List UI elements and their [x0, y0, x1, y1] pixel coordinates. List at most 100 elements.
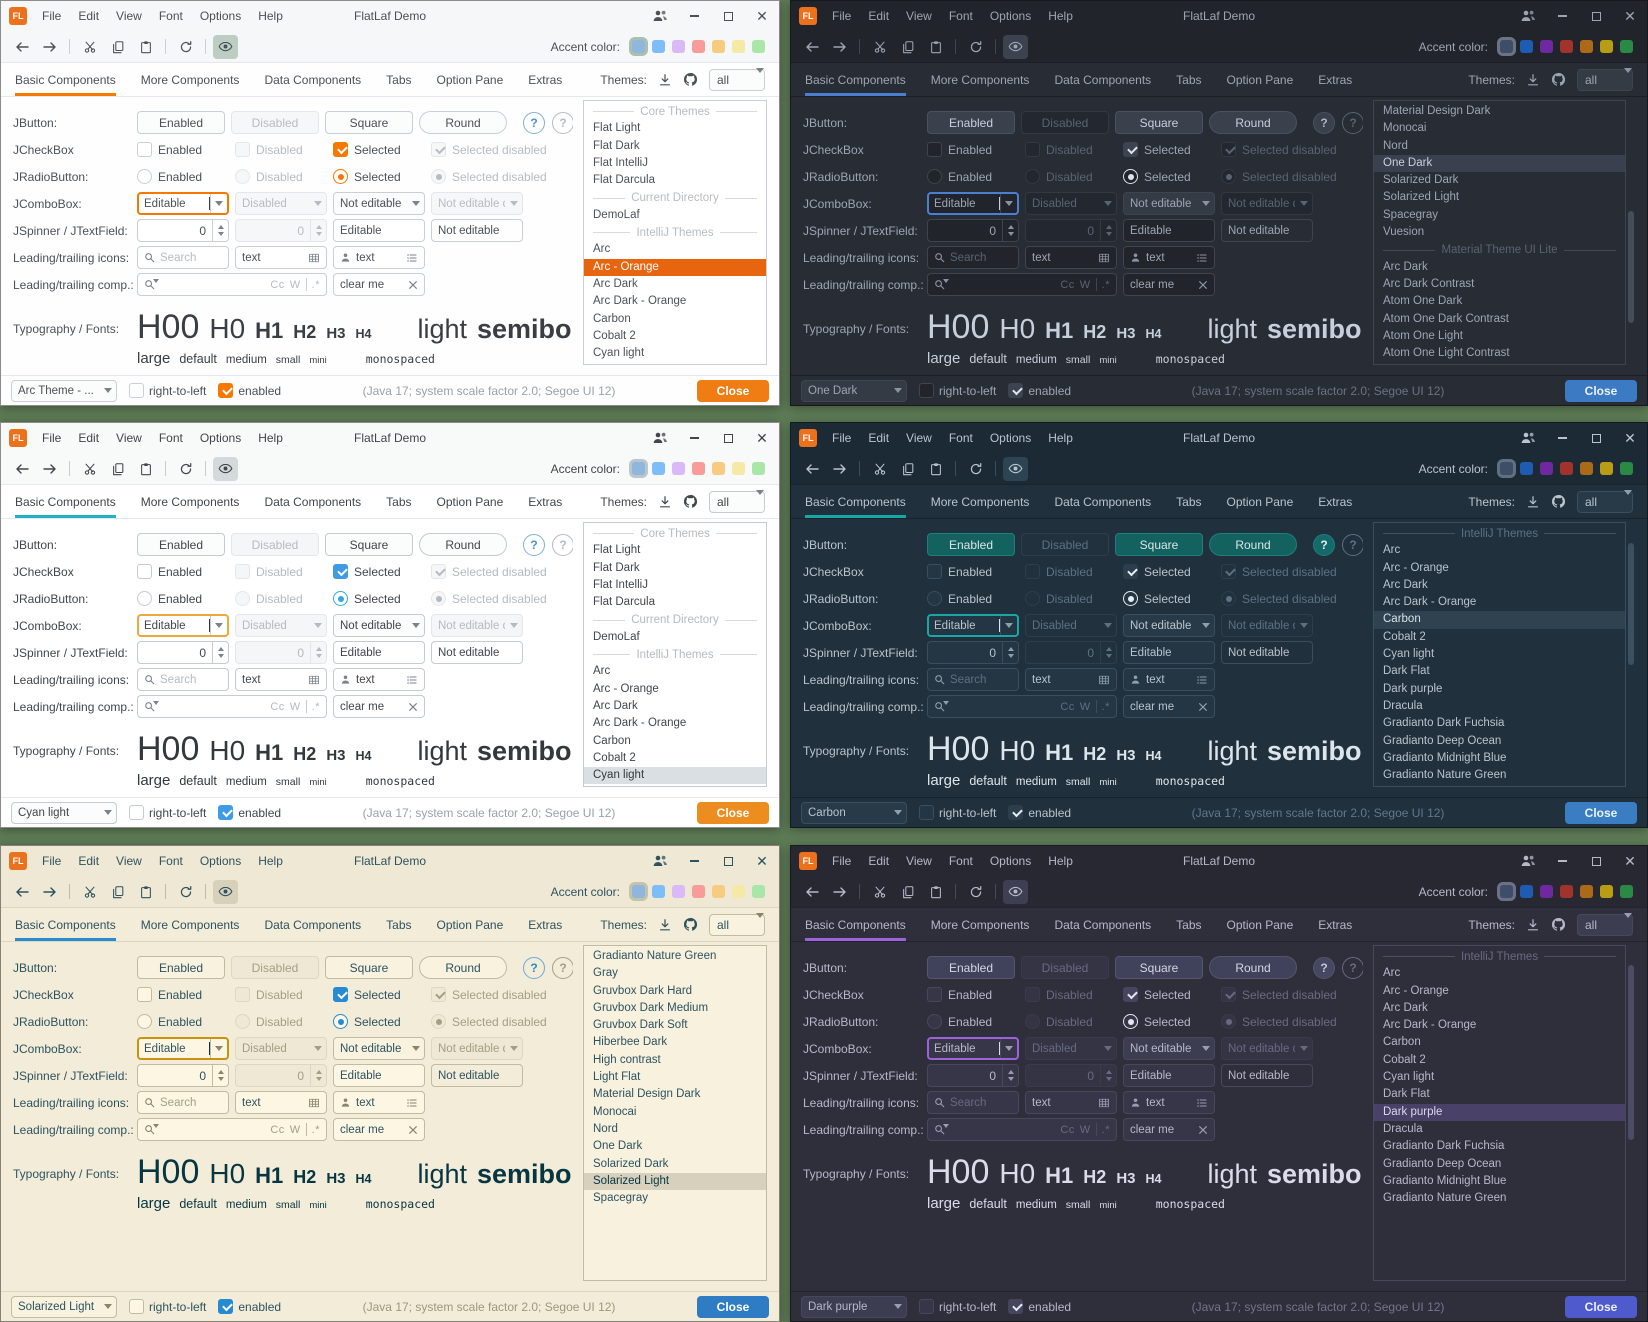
- menu-font[interactable]: Font: [948, 854, 973, 868]
- paste-icon[interactable]: [923, 457, 948, 481]
- theme-list-item[interactable]: Cyan light: [1383, 1071, 1435, 1084]
- cut-icon[interactable]: [867, 457, 892, 481]
- menu-view[interactable]: View: [116, 431, 142, 445]
- search-dropdown-icon[interactable]: [934, 1124, 949, 1135]
- theme-list-item[interactable]: Carbon: [593, 734, 631, 747]
- spinner[interactable]: 0: [927, 641, 1019, 664]
- theme-list-item[interactable]: Monocai: [593, 1105, 637, 1118]
- search-dropdown-icon[interactable]: [934, 701, 949, 712]
- theme-list-item[interactable]: Solarized Light: [1383, 191, 1460, 204]
- spinner[interactable]: 0: [927, 1064, 1019, 1087]
- tab-more-components[interactable]: More Components: [930, 72, 1030, 87]
- theme-list-item[interactable]: Dark purple: [1374, 1103, 1625, 1121]
- accent-swatch[interactable]: [1500, 885, 1513, 898]
- text-field-table-icon[interactable]: text: [1025, 1091, 1117, 1114]
- right-to-left-checkbox[interactable]: right-to-left: [129, 805, 206, 820]
- accent-swatch[interactable]: [1540, 40, 1553, 53]
- accent-swatch[interactable]: [732, 885, 745, 898]
- theme-list-item[interactable]: Gradianto Midnight Blue: [1383, 751, 1507, 764]
- search-field-with-buttons[interactable]: Cc W .*: [927, 1118, 1117, 1141]
- accent-swatch[interactable]: [712, 40, 725, 53]
- scrollbar-thumb[interactable]: [1628, 965, 1634, 1140]
- copy-icon[interactable]: [105, 880, 130, 904]
- help-button-secondary[interactable]: ?: [552, 533, 573, 556]
- theme-filter-select[interactable]: all: [709, 489, 765, 513]
- accent-swatch[interactable]: [752, 40, 765, 53]
- enabled-button[interactable]: Enabled: [137, 111, 225, 134]
- theme-list-item[interactable]: Gruvbox Dark Medium: [593, 1001, 709, 1014]
- close-button[interactable]: Close: [1565, 801, 1637, 824]
- text-field-user-list-icons[interactable]: text: [333, 1091, 425, 1114]
- tab-option-pane[interactable]: Option Pane: [436, 494, 504, 509]
- text-field-user-list-icons[interactable]: text: [333, 668, 425, 691]
- theme-list-item[interactable]: Arc Dark Contrast: [1383, 277, 1475, 290]
- text-field-table-icon[interactable]: text: [1025, 668, 1117, 691]
- forward-button[interactable]: [827, 880, 852, 904]
- forward-button[interactable]: [37, 35, 62, 59]
- search-field-with-buttons[interactable]: Cc W .*: [927, 695, 1117, 718]
- search-field-with-buttons[interactable]: Cc W .*: [137, 695, 327, 718]
- theme-list-item[interactable]: Arc Dark - Orange: [1383, 596, 1477, 609]
- radio-selected[interactable]: [1123, 591, 1138, 606]
- theme-list-item[interactable]: Gradianto Dark Fuchsia: [1383, 1140, 1505, 1153]
- menu-font[interactable]: Font: [158, 9, 183, 23]
- theme-list-item[interactable]: Material Design Dark: [593, 1088, 701, 1101]
- checkbox-enabled[interactable]: [137, 564, 152, 579]
- theme-list-item[interactable]: Cobalt 2: [1383, 630, 1426, 643]
- textfield-editable[interactable]: Editable: [333, 219, 425, 242]
- theme-list-item[interactable]: Flat Light: [593, 544, 641, 557]
- forward-button[interactable]: [827, 35, 852, 59]
- text-field-user-list-icons[interactable]: text: [333, 246, 425, 269]
- combobox-editable[interactable]: Editable: [927, 614, 1019, 637]
- back-button[interactable]: [9, 35, 34, 59]
- round-button[interactable]: Round: [419, 533, 507, 556]
- menu-file[interactable]: File: [42, 9, 62, 23]
- theme-filter-select[interactable]: all: [1577, 67, 1633, 91]
- refresh-icon[interactable]: [173, 35, 198, 59]
- users-icon[interactable]: [1519, 429, 1537, 447]
- accent-swatch[interactable]: [712, 462, 725, 475]
- theme-list-item[interactable]: Arc: [593, 665, 611, 678]
- menu-help[interactable]: Help: [258, 9, 283, 23]
- search-field[interactable]: Search: [927, 1091, 1019, 1114]
- tab-data-components[interactable]: Data Components: [1054, 494, 1152, 509]
- radio-enabled[interactable]: [927, 169, 942, 184]
- spinner-buttons[interactable]: [212, 642, 228, 663]
- tab-option-pane[interactable]: Option Pane: [436, 72, 504, 87]
- themes-scrollbar[interactable]: [1627, 945, 1635, 1281]
- theme-list-item[interactable]: Arc - Orange: [1383, 984, 1449, 997]
- round-button[interactable]: Round: [1209, 111, 1297, 134]
- window-close-button[interactable]: ✕: [756, 853, 768, 869]
- close-button[interactable]: Close: [697, 1295, 769, 1318]
- accent-swatch[interactable]: [672, 885, 685, 898]
- checkbox-selected[interactable]: [333, 564, 348, 579]
- round-button[interactable]: Round: [419, 956, 507, 979]
- theme-list-item[interactable]: Gradianto Deep Ocean: [1383, 1157, 1502, 1170]
- close-button[interactable]: Close: [697, 801, 769, 824]
- theme-list-item[interactable]: Dark Flat: [584, 362, 766, 364]
- theme-selector-combobox[interactable]: Carbon: [801, 801, 907, 824]
- clear-me-field[interactable]: clear me: [333, 1118, 425, 1141]
- help-button-primary[interactable]: ?: [523, 111, 545, 134]
- theme-list-item[interactable]: Arc - Orange: [1383, 561, 1449, 574]
- theme-list-item[interactable]: Arc - Orange: [593, 682, 659, 695]
- regex-button[interactable]: .*: [311, 278, 320, 291]
- theme-list-item[interactable]: Cyan light: [593, 347, 645, 360]
- menu-edit[interactable]: Edit: [78, 9, 100, 23]
- checkbox-enabled[interactable]: [927, 142, 942, 157]
- download-icon[interactable]: [658, 495, 672, 509]
- enabled-button[interactable]: Enabled: [137, 533, 225, 556]
- accent-swatch[interactable]: [1520, 885, 1533, 898]
- theme-list-item[interactable]: Atom One Dark: [1383, 295, 1463, 308]
- theme-selector-combobox[interactable]: Arc Theme - ...: [11, 379, 117, 402]
- combobox-not-editable[interactable]: Not editable: [1123, 192, 1215, 215]
- refresh-icon[interactable]: [963, 880, 988, 904]
- spinner[interactable]: 0: [137, 1064, 229, 1087]
- maximize-button[interactable]: [1587, 852, 1605, 870]
- theme-list-item[interactable]: Nord: [593, 1122, 618, 1135]
- combobox-editable[interactable]: Editable: [137, 614, 229, 637]
- enabled-checkbox[interactable]: enabled: [1008, 1299, 1071, 1314]
- tab-option-pane[interactable]: Option Pane: [1226, 72, 1294, 87]
- theme-list-item[interactable]: DemoLaf: [593, 208, 640, 221]
- theme-list-item[interactable]: Dracula: [1383, 699, 1423, 712]
